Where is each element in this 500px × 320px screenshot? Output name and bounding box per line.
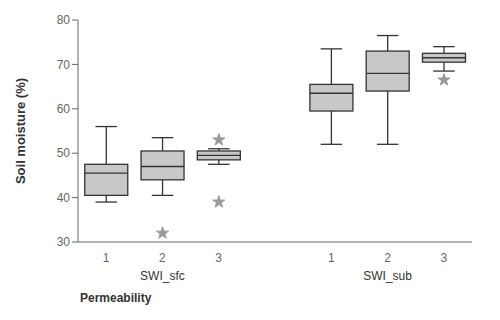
svg-text:80: 80	[57, 13, 71, 27]
svg-text:70: 70	[57, 58, 71, 72]
svg-text:60: 60	[57, 102, 71, 116]
svg-text:3: 3	[215, 251, 222, 265]
svg-text:Permeability: Permeability	[80, 291, 152, 305]
svg-text:3: 3	[441, 251, 448, 265]
svg-text:1: 1	[328, 251, 335, 265]
svg-text:30: 30	[57, 235, 71, 249]
svg-text:SWI_sfc: SWI_sfc	[140, 269, 185, 283]
svg-text:1: 1	[103, 251, 110, 265]
svg-text:50: 50	[57, 146, 71, 160]
svg-text:SWI_sub: SWI_sub	[363, 269, 412, 283]
svg-text:Soil moisture (%): Soil moisture (%)	[13, 78, 28, 184]
svg-text:40: 40	[57, 191, 71, 205]
svg-text:2: 2	[159, 251, 166, 265]
svg-text:2: 2	[384, 251, 391, 265]
